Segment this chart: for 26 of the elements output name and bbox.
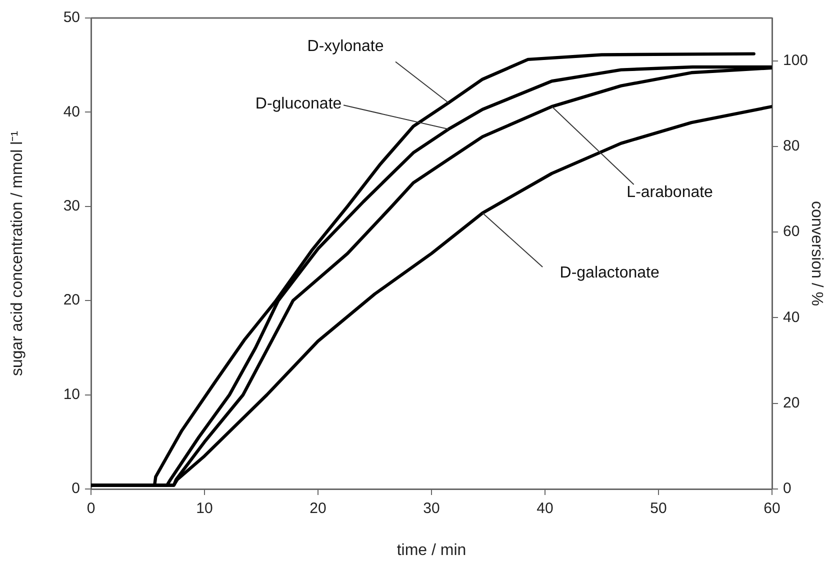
y2-axis-title: conversion / %: [808, 201, 825, 306]
x-tick-label: 10: [196, 500, 213, 518]
y2-tick-label: 0: [783, 480, 792, 498]
y2-tick-label: 40: [783, 308, 800, 326]
annotation: D-xylonate: [307, 38, 384, 56]
annotation: D-gluconate: [255, 96, 342, 113]
y-tick-label: 50: [63, 9, 80, 26]
y2-tick-label: 60: [783, 223, 800, 240]
x-axis-title: time / min: [396, 542, 466, 559]
y2-tick-label: 20: [783, 394, 800, 412]
y-tick-label: 20: [63, 292, 80, 309]
annotation: D-galactonate: [560, 264, 660, 282]
y2-tick-label: 80: [783, 138, 800, 155]
x-tick-label: 50: [650, 500, 667, 518]
x-tick-label: 40: [536, 500, 554, 518]
x-tick-label: 60: [764, 500, 780, 518]
x-tick-label: 30: [423, 500, 440, 518]
x-tick-label: 0: [86, 500, 96, 518]
y-axis-title: sugar acid concentration / mmol l⁻¹: [9, 130, 26, 376]
x-tick-label: 20: [310, 500, 326, 518]
y-tick-label: 0: [72, 480, 80, 498]
y2-tick-label: 100: [783, 52, 808, 69]
y-tick-label: 40: [63, 103, 80, 120]
y-tick-label: 10: [63, 386, 80, 403]
annotation: L-arabonate: [626, 184, 714, 201]
y-tick-label: 30: [63, 198, 80, 215]
